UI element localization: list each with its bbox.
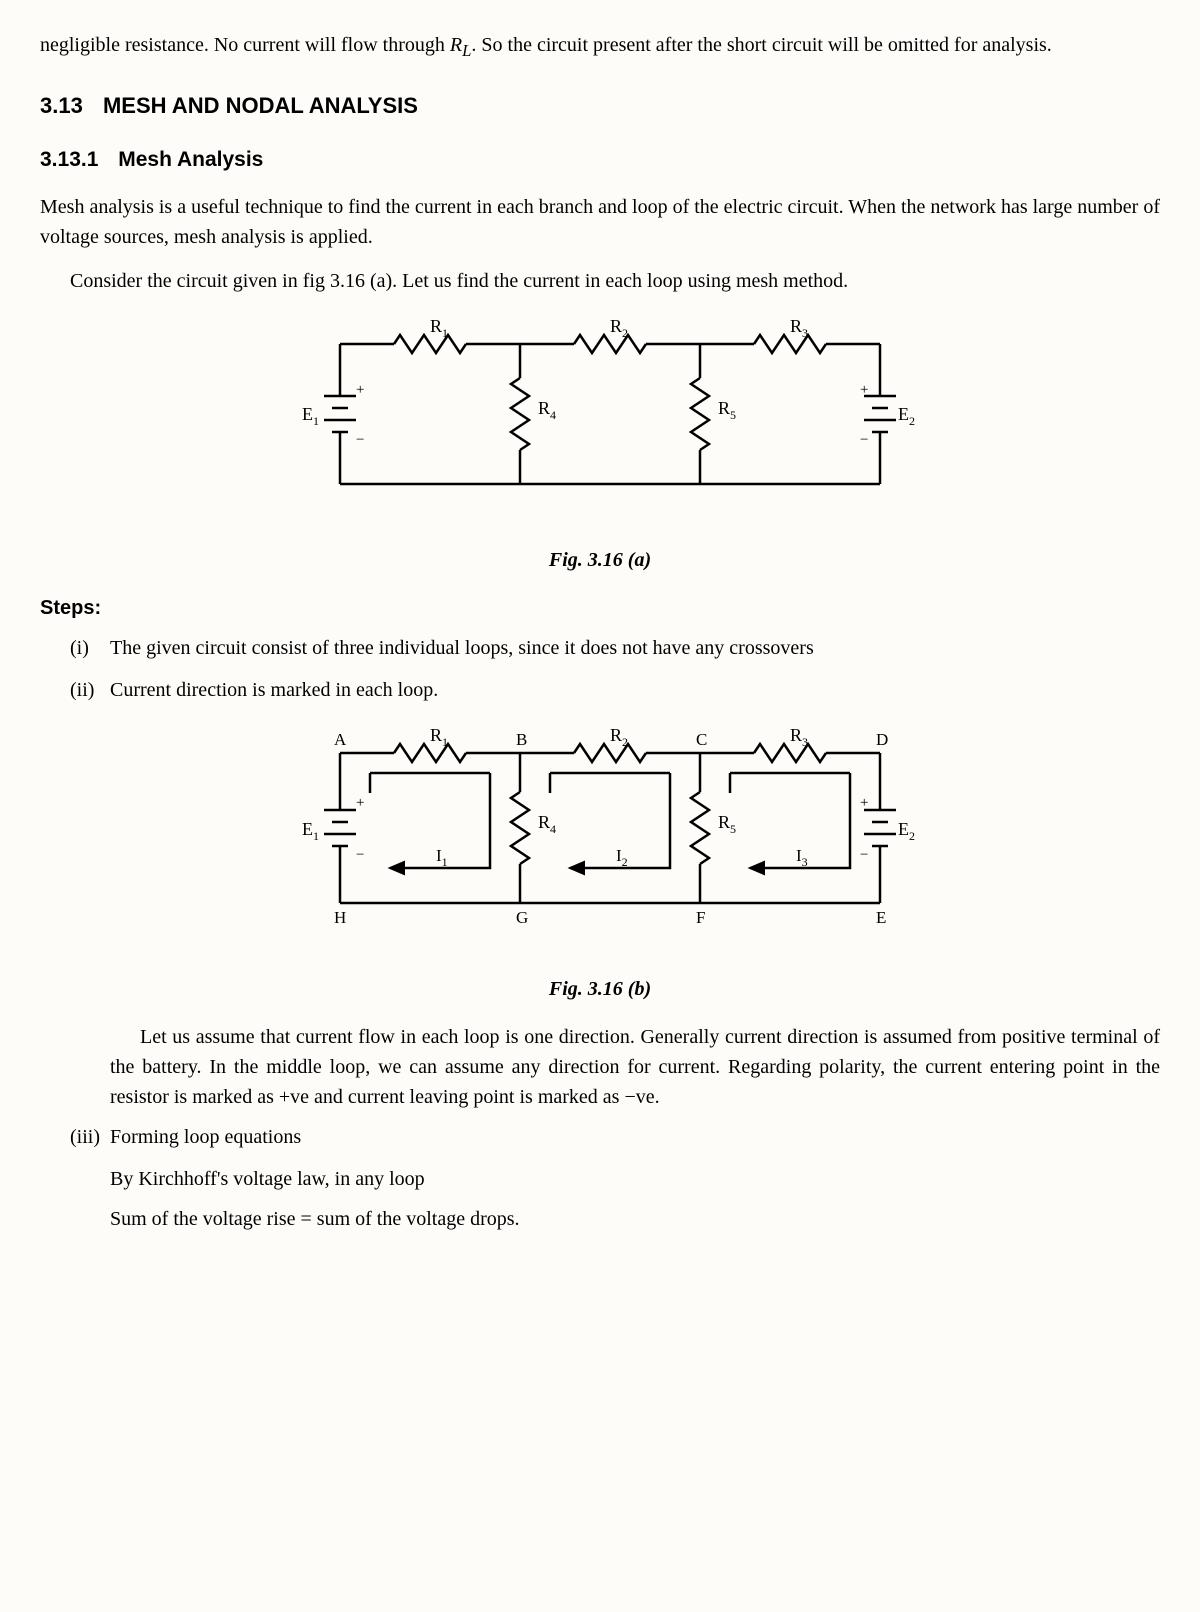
step-i-text: The given circuit consist of three indiv… [110,633,1160,663]
label-i1: I1 [436,846,448,869]
e1-minus: − [356,432,364,448]
step-ii-text: Current direction is marked in each loop… [110,675,1160,705]
svg-text:R3: R3 [790,725,808,749]
step-iii: (iii) Forming loop equations [70,1122,1160,1152]
step-ii-marker: (ii) [70,675,110,705]
step-i: (i) The given circuit consist of three i… [70,633,1160,663]
mesh-para-1: Mesh analysis is a useful technique to f… [40,192,1160,252]
label-i2: I2 [616,846,628,869]
svg-text:R5: R5 [718,812,736,836]
svg-text:+: + [356,795,364,811]
node-d: D [876,730,888,749]
label-r5: R5 [718,398,736,422]
svg-text:R4: R4 [538,812,556,836]
svg-text:R2: R2 [610,725,628,749]
step-ii: (ii) Current direction is marked in each… [70,675,1160,705]
step-i-marker: (i) [70,633,110,663]
subsection-heading: 3.13.1 Mesh Analysis [40,144,1160,176]
node-b: B [516,730,527,749]
label-e2: E2 [898,404,915,428]
para-after-figb: Let us assume that current flow in each … [110,1022,1160,1112]
node-c: C [696,730,707,749]
label-i3: I3 [796,846,808,869]
steps-label: Steps: [40,593,1160,623]
e2-plus: + [860,382,868,398]
svg-text:R1: R1 [430,725,448,749]
label-r2: R2 [610,316,628,340]
intro-before: negligible resistance. No current will f… [40,34,450,56]
section-heading: 3.13 MESH AND NODAL ANALYSIS [40,89,1160,122]
e1-plus: + [356,382,364,398]
label-r4: R4 [538,398,556,422]
kvl-line-1: By Kirchhoff's voltage law, in any loop [110,1164,1160,1194]
subsection-num: 3.13.1 [40,144,98,176]
rl-sub: L [462,41,471,60]
figure-b: A B C D E F G H R1 R2 R3 R4 R5 E1 E2 + −… [40,723,1160,962]
step-iii-marker: (iii) [70,1122,110,1152]
section-num: 3.13 [40,89,83,122]
svg-text:+: + [860,795,868,811]
node-f: F [696,908,705,927]
subsection-title: Mesh Analysis [118,148,263,171]
fig-b-caption: Fig. 3.16 (b) [40,974,1160,1004]
node-g: G [516,908,528,927]
rl-main: R [450,34,462,56]
svg-text:E2: E2 [898,819,915,843]
node-a: A [334,730,347,749]
node-e: E [876,908,886,927]
intro-tail: negligible resistance. No current will f… [40,30,1160,63]
section-title: MESH AND NODAL ANALYSIS [103,93,418,118]
figure-a: R1 R2 R3 R4 R5 E1 E2 + − + − [40,314,1160,533]
fig-a-caption: Fig. 3.16 (a) [40,545,1160,575]
step-iii-text: Forming loop equations [110,1122,1160,1152]
svg-text:−: − [356,847,364,863]
intro-after: . So the circuit present after the short… [471,34,1051,56]
label-r3: R3 [790,316,808,340]
svg-text:−: − [860,847,868,863]
label-e1: E1 [302,404,319,428]
node-h: H [334,908,346,927]
mesh-para-2: Consider the circuit given in fig 3.16 (… [40,266,1160,296]
e2-minus: − [860,432,868,448]
svg-text:E1: E1 [302,819,319,843]
kvl-line-2: Sum of the voltage rise = sum of the vol… [110,1204,1160,1234]
label-r1: R1 [430,316,448,340]
